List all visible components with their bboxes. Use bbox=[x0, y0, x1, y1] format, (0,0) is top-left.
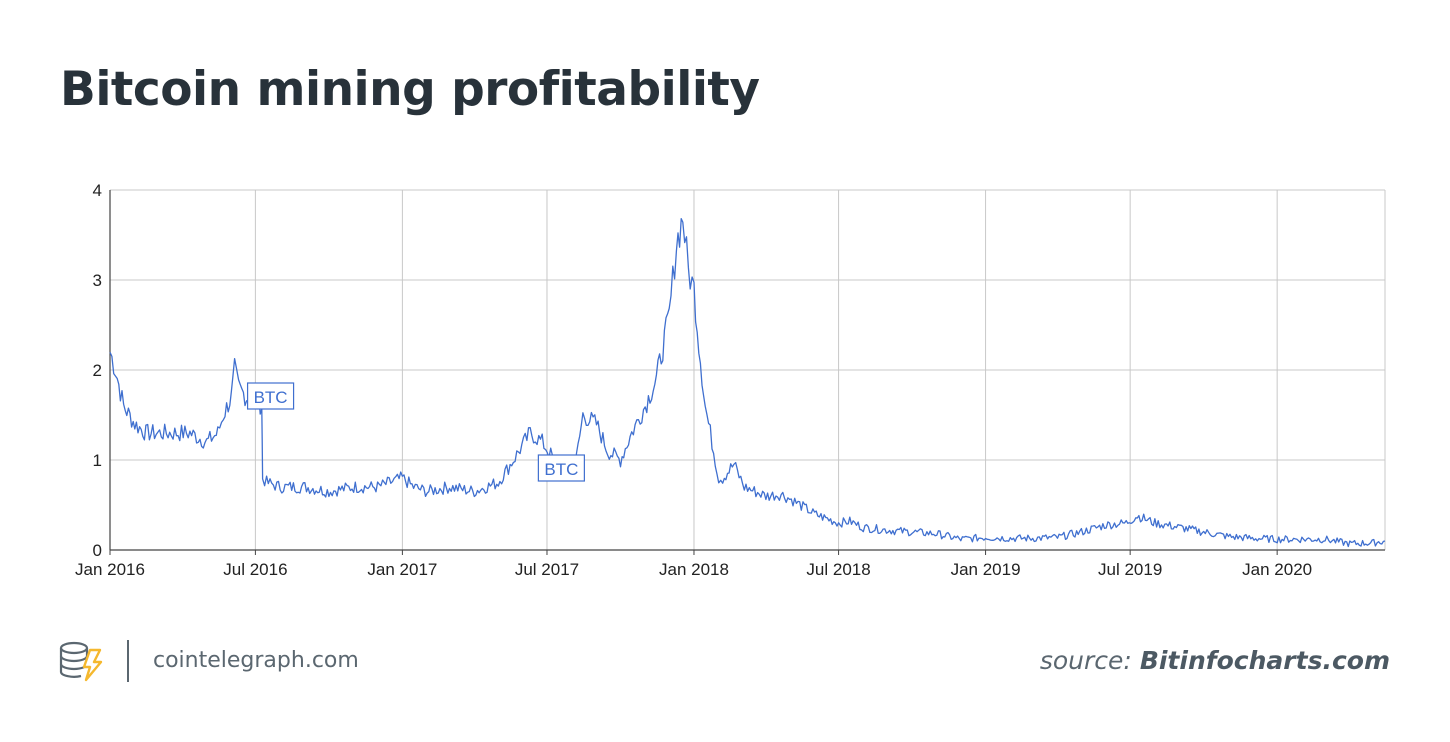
y-tick-label: 4 bbox=[93, 181, 102, 200]
x-tick-label: Jul 2017 bbox=[515, 560, 579, 579]
chart-annotations: BTC BTC bbox=[246, 382, 585, 482]
page-title: Bitcoin mining profitability bbox=[60, 62, 760, 117]
x-tick-label: Jul 2018 bbox=[806, 560, 870, 579]
source-label: source: bbox=[1039, 646, 1132, 675]
x-tick-label: Jan 2018 bbox=[659, 560, 729, 579]
footer-source: source: Bitinfocharts.com bbox=[1040, 646, 1390, 675]
chart-series bbox=[109, 218, 1386, 548]
source-name: Bitinfocharts.com bbox=[1139, 646, 1390, 675]
footer-divider bbox=[127, 640, 129, 682]
annotation-box bbox=[537, 454, 585, 482]
y-tick-label: 3 bbox=[93, 271, 102, 290]
series-line-0 bbox=[109, 218, 1386, 548]
annotation-label: BTC bbox=[544, 460, 578, 479]
y-tick-label: 0 bbox=[93, 541, 102, 560]
x-tick-label: Jan 2016 bbox=[75, 560, 145, 579]
annotation-label: BTC bbox=[254, 388, 288, 407]
x-tick-label: Jul 2019 bbox=[1098, 560, 1162, 579]
x-tick-label: Jan 2017 bbox=[367, 560, 437, 579]
y-tick-label: 2 bbox=[93, 361, 102, 380]
footer-site-link[interactable]: cointelegraph.com bbox=[153, 648, 359, 673]
chart-grid bbox=[109, 189, 1386, 550]
chart-axes bbox=[109, 190, 1385, 555]
x-tick-label: Jul 2016 bbox=[223, 560, 287, 579]
x-tick-label: Jan 2019 bbox=[951, 560, 1021, 579]
annotation-box bbox=[246, 382, 295, 410]
y-tick-label: 1 bbox=[93, 451, 102, 470]
cointelegraph-logo-icon bbox=[59, 641, 103, 682]
chart-tick-labels: 0 1 2 3 4 Jan 2016 Jul 2016 Jan 2017 Jul 2017 Jan… bbox=[75, 181, 1312, 579]
x-tick-label: Jan 2020 bbox=[1242, 560, 1312, 579]
